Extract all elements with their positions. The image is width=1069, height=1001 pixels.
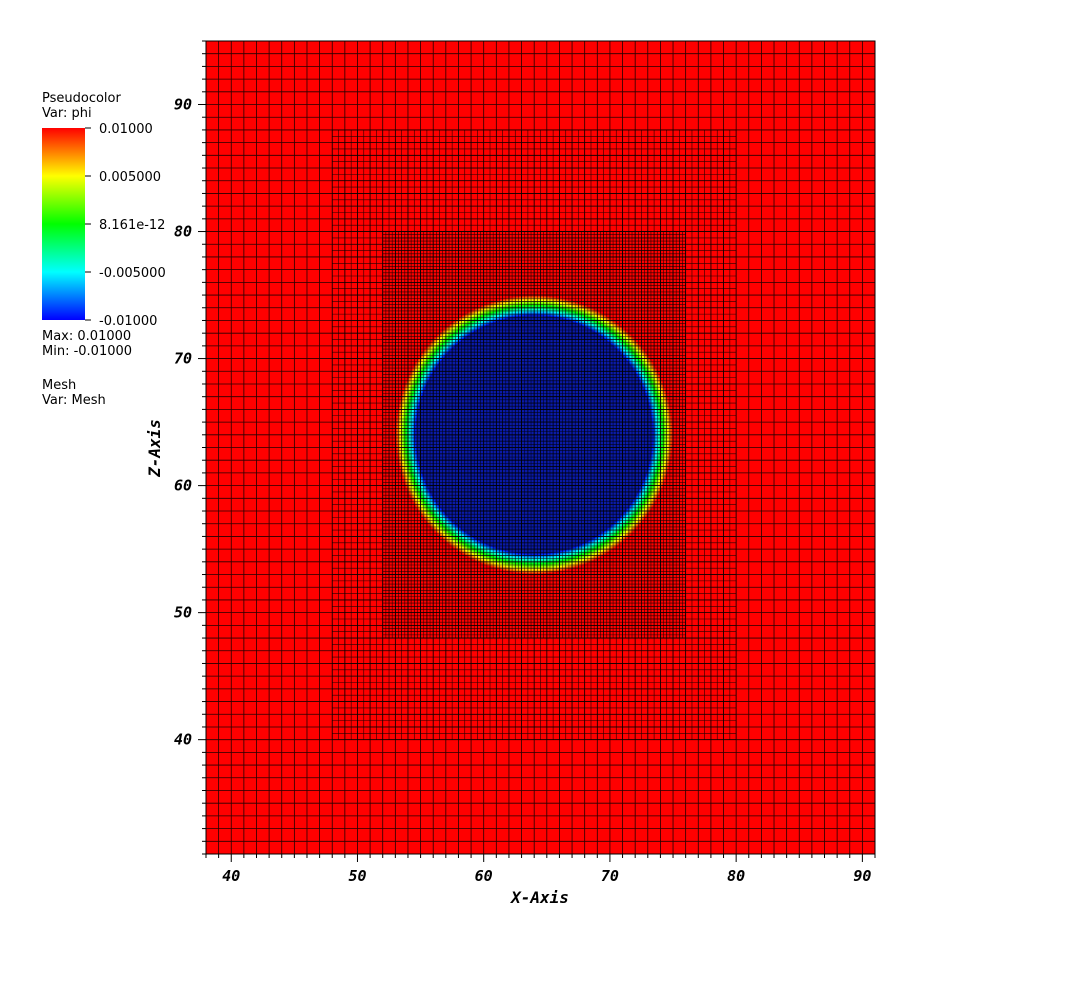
x-tick-label: 90 (853, 867, 871, 885)
y-tick-label: 40 (174, 731, 192, 749)
legend-max-label: Max: 0.01000 (42, 329, 131, 344)
y-axis: 40 50 60 70 80 90 (174, 40, 206, 855)
x-tick-label: 60 (475, 867, 493, 885)
y-tick-label: 50 (174, 604, 192, 622)
legend-mesh-label: Mesh (42, 378, 76, 393)
x-tick-label: 70 (601, 867, 619, 885)
legend-min-label: Min: -0.01000 (42, 344, 132, 359)
x-tick-label: 50 (348, 867, 366, 885)
y-tick-label: 90 (174, 96, 192, 114)
colorbar-tick-label: 0.01000 (99, 122, 153, 137)
x-tick-label: 40 (222, 867, 240, 885)
colorbar-tick-label: 8.161e-12 (99, 218, 165, 233)
mesh-level-2 (382, 231, 686, 639)
mesh-lines (206, 41, 875, 854)
colorbar-tick-label: 0.005000 (99, 170, 161, 185)
legend-mesh-var-label: Var: Mesh (42, 393, 106, 408)
y-tick-label: 80 (174, 223, 192, 241)
y-tick-label: 70 (174, 350, 192, 368)
colorbar-ticks: 0.01000 0.005000 8.161e-12 -0.005000 -0.0100… (85, 122, 166, 329)
y-axis-title: Z-Axis (145, 419, 164, 478)
colorbar-tick-label: -0.01000 (99, 314, 157, 329)
colorbar (42, 128, 85, 320)
legend-var-label: Var: phi (42, 106, 92, 121)
colorbar-tick-label: -0.005000 (99, 266, 166, 281)
plot-area (205, 40, 876, 855)
x-axis: 40 50 60 70 80 90 (205, 854, 876, 885)
legend-plot-label: Pseudocolor (42, 91, 121, 106)
x-axis-title: X-Axis (509, 888, 569, 907)
mesh-grid-lines (382, 231, 686, 639)
x-tick-label: 80 (727, 867, 745, 885)
y-tick-label: 60 (174, 477, 192, 495)
legend: Pseudocolor Var: phi 0.01000 0.005000 8.16… (42, 91, 166, 408)
